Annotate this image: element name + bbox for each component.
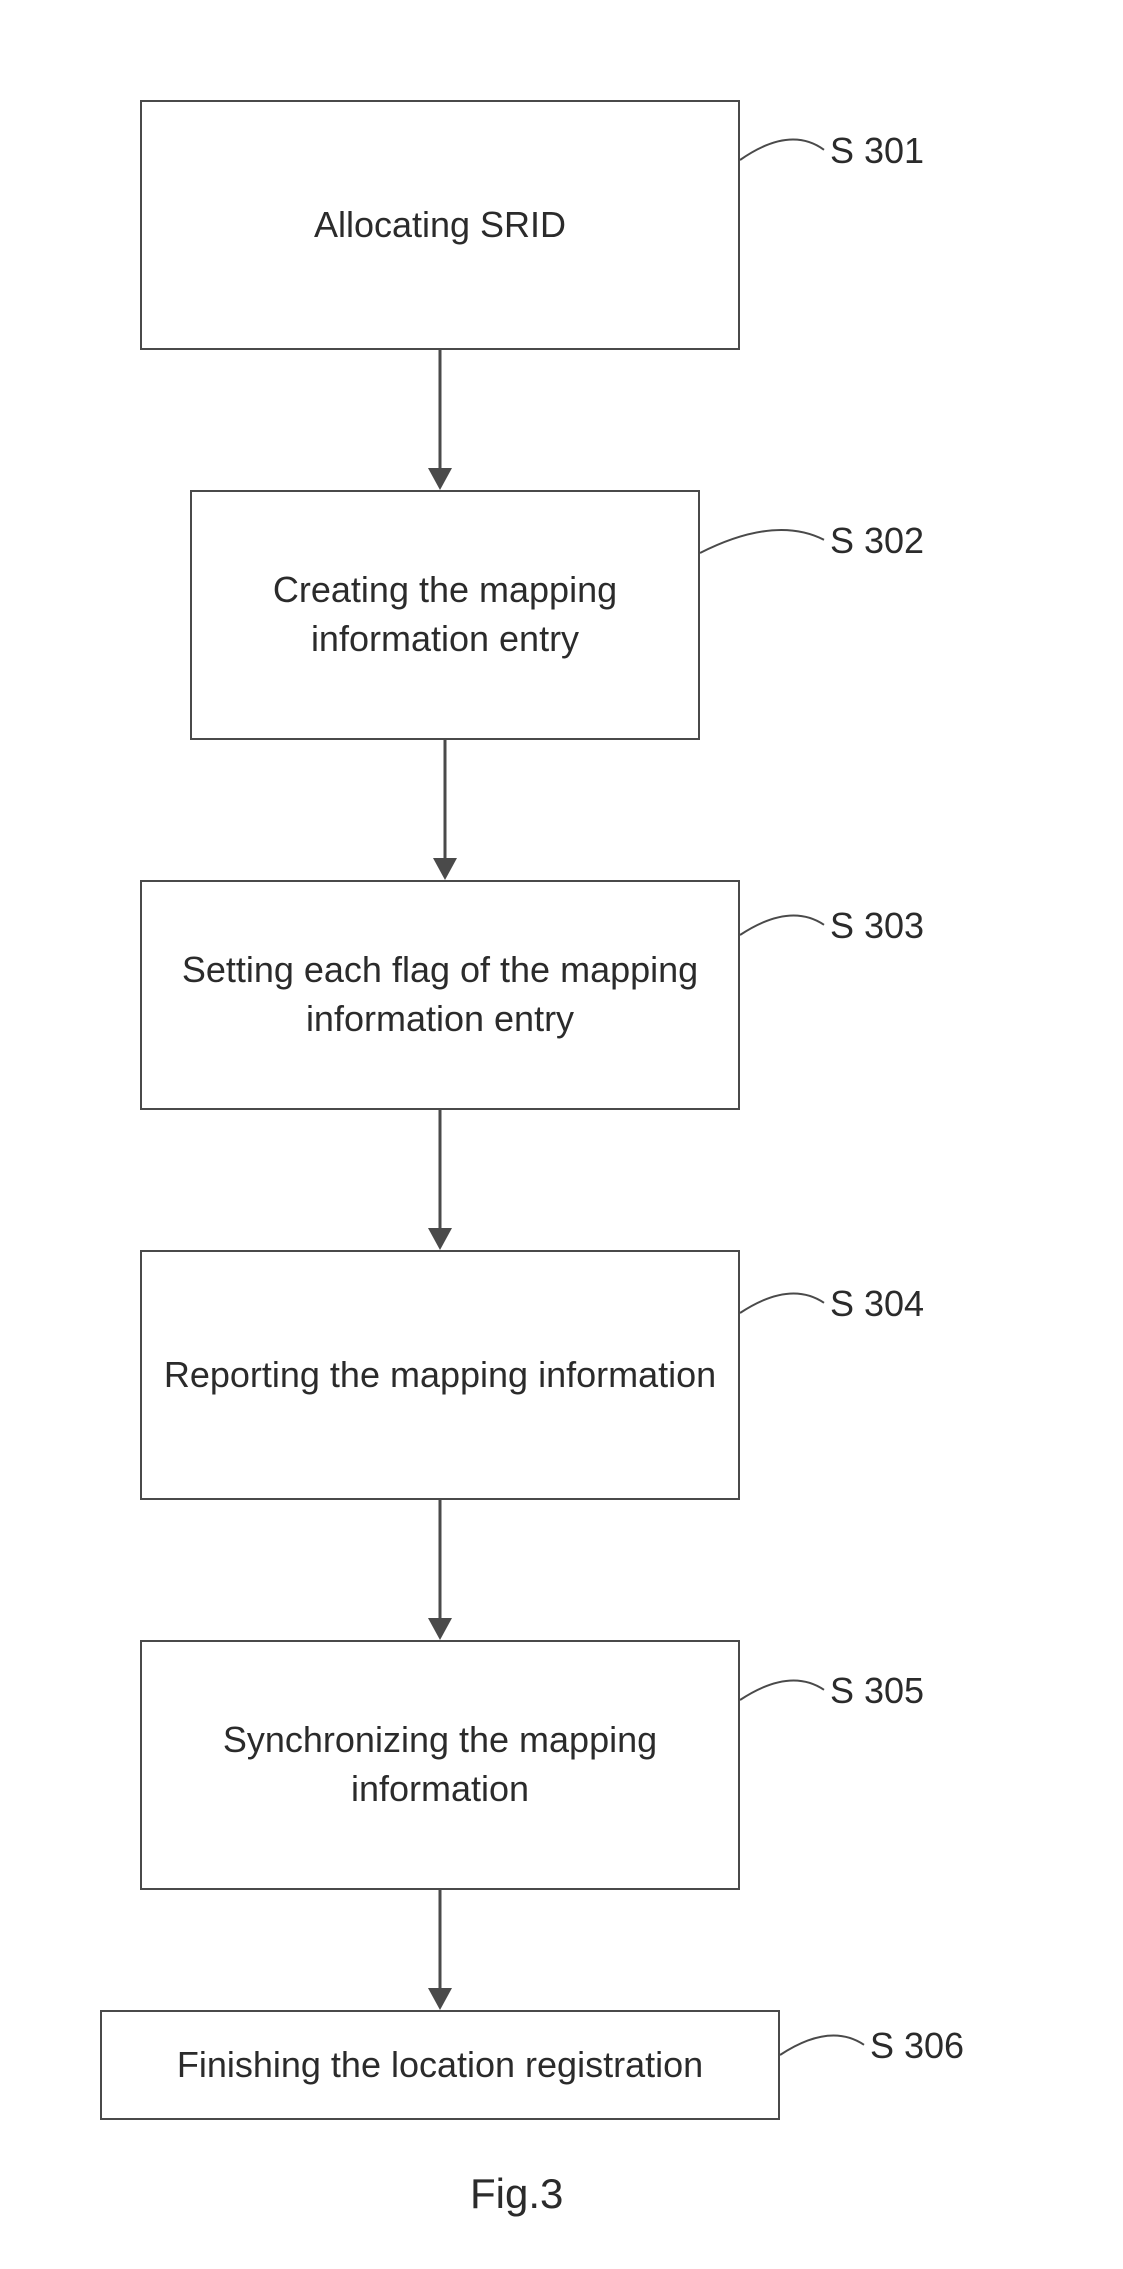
step-label-leader bbox=[736, 121, 828, 164]
step-label: S 305 bbox=[830, 1670, 924, 1712]
step-label-leader bbox=[736, 1663, 828, 1704]
step-label-leader bbox=[776, 2018, 868, 2059]
flowchart-node: Finishing the location registration bbox=[100, 2010, 780, 2120]
step-label-text: S 301 bbox=[830, 130, 924, 171]
flowchart-node: Setting each flag of the mapping informa… bbox=[140, 880, 740, 1110]
flowchart-node-text: Finishing the location registration bbox=[177, 2041, 703, 2090]
step-label-leader bbox=[736, 1276, 828, 1317]
step-label-leader bbox=[736, 898, 828, 939]
step-label: S 302 bbox=[830, 520, 924, 562]
step-label-leader bbox=[696, 511, 828, 557]
flowchart-node: Creating the mapping information entry bbox=[190, 490, 700, 740]
step-label: S 303 bbox=[830, 905, 924, 947]
flowchart-node: Synchronizing the mapping information bbox=[140, 1640, 740, 1890]
figure-caption: Fig.3 bbox=[470, 2170, 563, 2218]
flowchart-arrow bbox=[420, 1890, 460, 2010]
flowchart-node-text: Creating the mapping information entry bbox=[212, 566, 678, 663]
flowchart-node-text: Synchronizing the mapping information bbox=[162, 1716, 718, 1813]
flowchart-arrow bbox=[420, 350, 460, 490]
step-label-text: S 305 bbox=[830, 1670, 924, 1711]
flowchart-arrow bbox=[420, 1500, 460, 1640]
step-label: S 304 bbox=[830, 1283, 924, 1325]
flowchart-container: Allocating SRID Creating the mapping info… bbox=[0, 0, 1123, 2269]
flowchart-node-text: Allocating SRID bbox=[314, 201, 566, 250]
figure-caption-text: Fig.3 bbox=[470, 2170, 563, 2217]
step-label-text: S 306 bbox=[870, 2025, 964, 2066]
step-label: S 301 bbox=[830, 130, 924, 172]
flowchart-arrow bbox=[420, 1110, 460, 1250]
step-label: S 306 bbox=[870, 2025, 964, 2067]
step-label-text: S 304 bbox=[830, 1283, 924, 1324]
flowchart-node: Reporting the mapping information bbox=[140, 1250, 740, 1500]
flowchart-node-text: Setting each flag of the mapping informa… bbox=[162, 946, 718, 1043]
step-label-text: S 302 bbox=[830, 520, 924, 561]
flowchart-node: Allocating SRID bbox=[140, 100, 740, 350]
flowchart-arrow bbox=[425, 740, 465, 880]
step-label-text: S 303 bbox=[830, 905, 924, 946]
flowchart-node-text: Reporting the mapping information bbox=[164, 1351, 716, 1400]
